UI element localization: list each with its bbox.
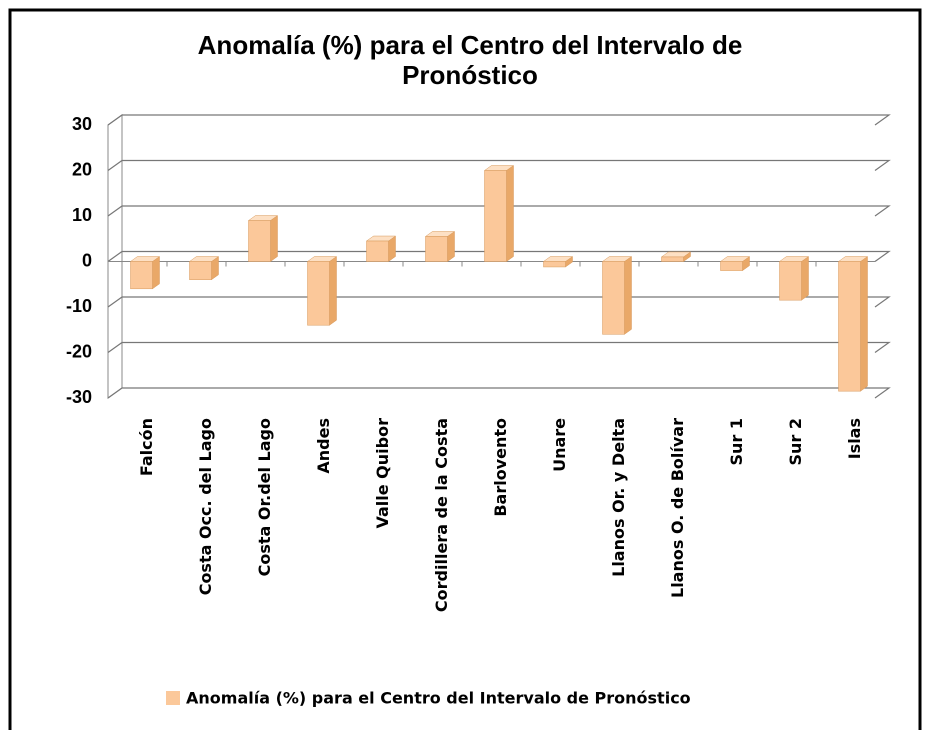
bar-side: [506, 165, 514, 262]
y-tick-label: 20: [72, 159, 92, 179]
x-tick-label: Unare: [550, 418, 569, 472]
grid-line: [107, 159, 891, 171]
bar: [779, 261, 802, 301]
frame-border: [8, 8, 922, 730]
x-tick-label: Islas: [845, 418, 864, 459]
legend-label: Anomalía (%) para el Centro del Interval…: [186, 689, 691, 708]
bar: [130, 261, 153, 290]
bar: [543, 261, 566, 268]
bar: [189, 261, 212, 280]
bar-side: [152, 256, 160, 290]
legend-swatch: [166, 691, 180, 705]
bar-side: [270, 215, 278, 262]
grid-line: [107, 341, 891, 353]
bar-side: [860, 256, 868, 392]
x-tick-label: Sur 2: [786, 418, 805, 466]
x-tick-label: Costa Or.del Lago: [255, 418, 274, 576]
y-tick-label: 10: [72, 205, 92, 225]
y-tick-label: -20: [66, 341, 92, 361]
x-tick-label: Valle Quibor: [373, 418, 392, 529]
bar: [720, 261, 743, 271]
x-tick-label: Sur 1: [727, 418, 746, 466]
bar: [425, 236, 448, 262]
grid-line: [107, 387, 891, 399]
x-tick-label: Barlovento: [491, 418, 510, 517]
y-tick-label: 0: [82, 250, 92, 270]
grid-line: [107, 114, 891, 126]
x-tick-label: Llanos O. de Bolívar: [668, 418, 687, 598]
y-tick-label: 30: [72, 114, 92, 134]
y-tick-label: -30: [66, 387, 92, 407]
x-tick-label: Falcón: [137, 418, 156, 476]
chart-title: Anomalía (%) para el Centro del Interval…: [197, 30, 743, 90]
bar: [307, 261, 330, 326]
x-tick-label: Andes: [314, 418, 333, 474]
x-tick-label: Llanos Or. y Delta: [609, 418, 628, 577]
x-tick-label: Costa Occ. del Lago: [196, 418, 215, 595]
bar-side: [624, 256, 632, 335]
bar: [484, 170, 507, 262]
y-tick-label: -10: [66, 296, 92, 316]
bar: [602, 261, 625, 335]
grid-line: [107, 296, 891, 308]
bar-side: [801, 256, 809, 301]
bar: [366, 240, 389, 262]
bar: [661, 256, 684, 262]
bar-side: [329, 256, 337, 326]
bar: [838, 261, 861, 392]
x-tick-label: Cordillera de la Costa: [432, 418, 451, 612]
bar: [248, 220, 271, 262]
